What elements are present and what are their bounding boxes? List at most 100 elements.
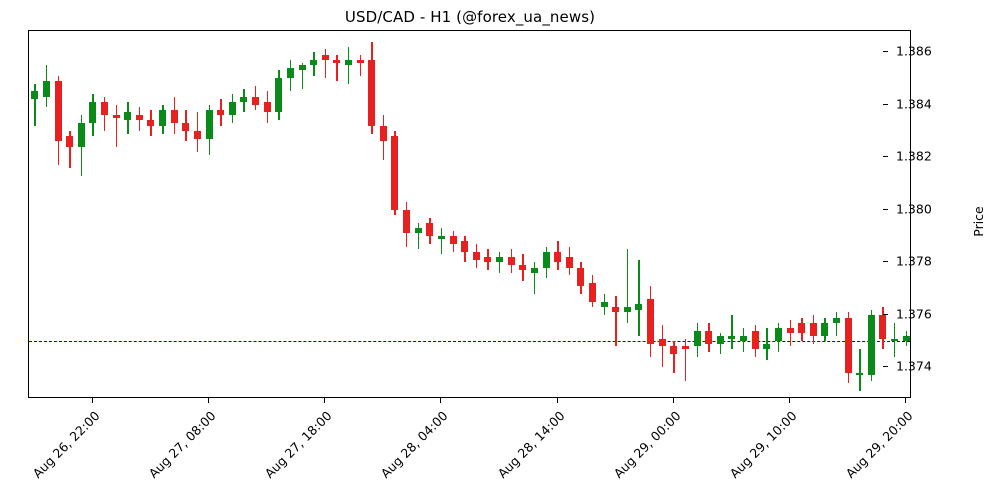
candle-body xyxy=(356,59,364,63)
x-axis-tick xyxy=(672,398,674,403)
candlestick xyxy=(763,31,771,397)
candlestick xyxy=(716,31,724,397)
candlestick xyxy=(89,31,97,397)
candle-body xyxy=(554,251,562,263)
x-axis-tick xyxy=(905,398,907,403)
candle-wick xyxy=(359,54,362,76)
y-axis-tick xyxy=(883,313,888,315)
candlestick xyxy=(228,31,236,397)
candle-wick xyxy=(34,83,36,126)
candle-body xyxy=(879,314,887,339)
candle-wick xyxy=(859,349,861,392)
x-axis-tick-label: Aug 27, 08:00 xyxy=(145,408,219,482)
y-axis-tick xyxy=(883,103,888,105)
candlestick xyxy=(159,31,167,397)
candle-wick xyxy=(731,314,733,350)
candle-body xyxy=(135,115,143,121)
candle-body xyxy=(635,304,643,310)
candlestick xyxy=(310,31,318,397)
candle-body xyxy=(54,80,62,142)
candlestick xyxy=(786,31,794,397)
candlestick xyxy=(391,31,399,397)
candle-wick xyxy=(673,341,675,373)
candlestick xyxy=(333,31,341,397)
x-axis-tick-label: Aug 28, 14:00 xyxy=(494,408,568,482)
candlestick xyxy=(368,31,376,397)
candle-body xyxy=(670,346,678,355)
candlestick xyxy=(902,31,910,397)
candle-body xyxy=(205,109,213,139)
candlestick xyxy=(263,31,271,397)
candle-wick xyxy=(115,104,118,147)
candle-body xyxy=(42,80,50,97)
candlestick xyxy=(286,31,294,397)
candlestick xyxy=(205,31,213,397)
candle-body xyxy=(182,123,190,131)
candle-body xyxy=(728,335,736,339)
candlestick xyxy=(379,31,387,397)
candle-wick xyxy=(440,228,443,255)
candlestick xyxy=(705,31,713,397)
x-axis-tick-label: Aug 29, 00:00 xyxy=(610,408,684,482)
candle-wick xyxy=(789,320,791,347)
x-axis-tick xyxy=(440,398,442,403)
candle-body xyxy=(693,330,701,347)
candle-body xyxy=(240,96,248,102)
candle-wick xyxy=(533,262,536,294)
candlestick xyxy=(647,31,655,397)
candle-wick xyxy=(348,46,350,84)
candlestick xyxy=(856,31,864,397)
candle-body xyxy=(600,301,608,307)
candlestick xyxy=(437,31,445,397)
candle-body xyxy=(124,112,132,121)
candle-body xyxy=(484,257,492,263)
candle-wick xyxy=(626,249,629,323)
x-axis-tick-label: Aug 27, 18:00 xyxy=(261,408,335,482)
candlestick xyxy=(658,31,666,397)
candlestick xyxy=(588,31,596,397)
candlestick xyxy=(519,31,527,397)
candlestick xyxy=(484,31,492,397)
candlestick xyxy=(170,31,178,397)
candlestick xyxy=(740,31,748,397)
plot-area xyxy=(29,31,910,397)
x-axis-tick xyxy=(208,398,210,403)
candlestick xyxy=(728,31,736,397)
candlestick xyxy=(298,31,306,397)
candlestick xyxy=(414,31,422,397)
candle-body xyxy=(647,299,655,344)
candle-body xyxy=(809,322,817,336)
candle-body xyxy=(530,267,538,273)
candle-body xyxy=(449,236,457,244)
candle-body xyxy=(228,101,236,116)
candlestick xyxy=(565,31,573,397)
candle-body xyxy=(902,335,910,342)
candlestick xyxy=(693,31,701,397)
candle-body xyxy=(379,125,387,142)
x-axis-tick xyxy=(556,398,558,403)
candle-body xyxy=(891,338,899,342)
x-axis-tick xyxy=(91,398,93,403)
price-level-hline xyxy=(29,341,910,343)
candle-body xyxy=(403,209,411,234)
candlestick xyxy=(345,31,352,397)
candle-body xyxy=(588,283,596,302)
candle-body xyxy=(112,115,120,118)
candlestick xyxy=(635,31,643,397)
candle-body xyxy=(310,59,318,66)
candle-body xyxy=(867,314,875,376)
candle-body xyxy=(298,65,306,71)
candlestick xyxy=(751,31,759,397)
x-axis-tick xyxy=(789,398,790,403)
candlestick xyxy=(577,31,585,397)
candle-wick xyxy=(417,222,420,250)
candle-body xyxy=(31,91,39,100)
x-axis-tick-label: Aug 28, 04:00 xyxy=(378,408,452,482)
candle-body xyxy=(77,123,85,147)
candle-body xyxy=(147,120,155,126)
candle-body xyxy=(496,257,504,263)
x-axis-tick xyxy=(324,398,326,403)
x-axis-tick-label: Aug 29, 20:00 xyxy=(842,408,916,482)
candle-body xyxy=(705,330,713,344)
